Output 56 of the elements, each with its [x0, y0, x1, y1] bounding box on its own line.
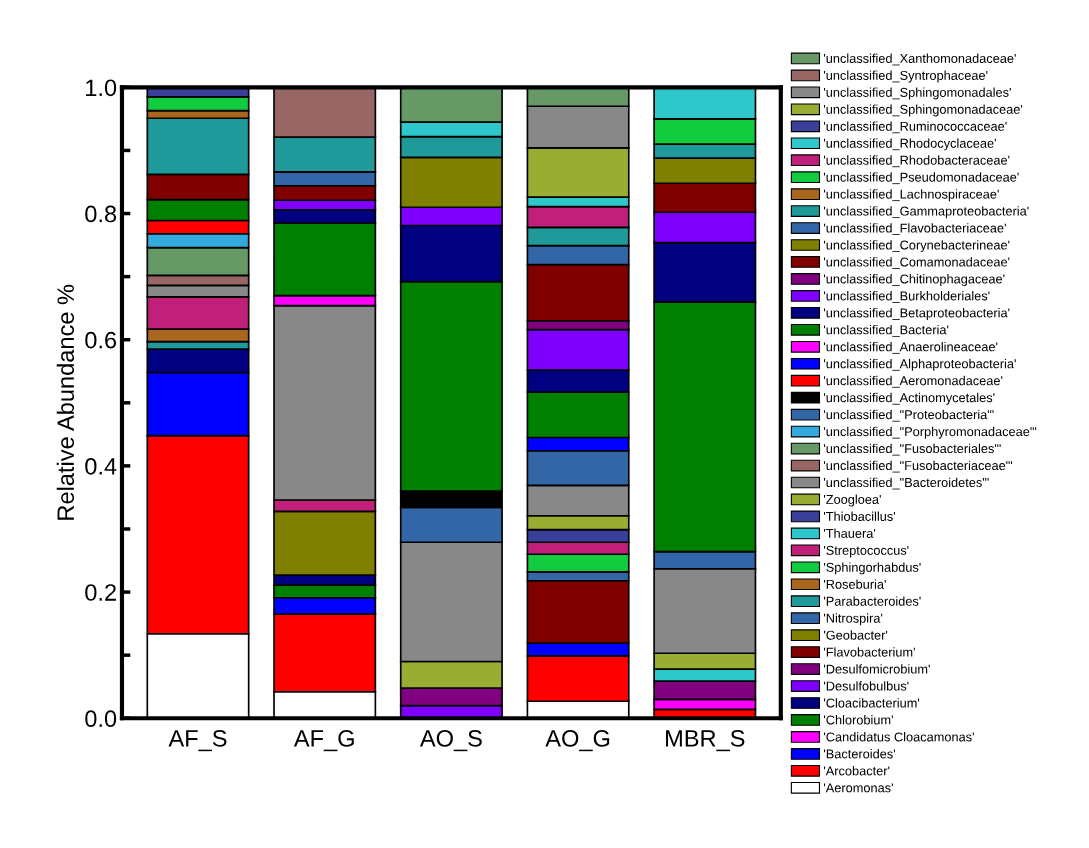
legend-label: 'unclassified_Rhodocyclaceae' — [823, 138, 996, 151]
y-axis-title: Relative Abundance % — [56, 284, 75, 520]
legend-label: 'unclassified_Sphingomonadaceae' — [823, 104, 1023, 117]
legend-label: 'unclassified_Chitinophagaceae' — [823, 274, 1005, 286]
legend-label: 'Nitrospira' — [823, 613, 883, 626]
y-tick-label: 1.0 — [86, 79, 117, 97]
x-tick-label: AO_G — [545, 729, 610, 752]
legend-label: 'Zoogloea' — [823, 494, 881, 507]
legend-label: 'Thiobacillus' — [823, 511, 896, 521]
legend-label: 'unclassified_Rhodobacteraceae' — [823, 155, 1010, 168]
legend-label: 'unclassified_"Bacteroidetes"' — [823, 477, 989, 490]
legend-label: 'unclassified_"Proteobacteria"' — [823, 409, 994, 422]
legend-label: 'unclassified_Flavobacteriaceae' — [823, 223, 1006, 235]
legend-label: 'unclassified_Alphaproteobacteria' — [823, 358, 1016, 371]
y-tick-label: 0.0 — [85, 710, 117, 728]
legend-label: 'unclassified_Gammaproteobacteria' — [823, 206, 1029, 219]
legend-label: 'Parabacteroides' — [823, 596, 921, 606]
legend-label: 'Chlorobium' — [823, 715, 893, 725]
legend-label: 'unclassified_Lachnospiraceae' — [823, 189, 999, 202]
y-tick-label: 0.6 — [85, 331, 117, 349]
legend-label: 'unclassified_Corynebacterineae' — [823, 240, 1010, 253]
x-tick-label: MBR_S — [666, 729, 745, 752]
legend-label: 'Desulfobulbus' — [823, 681, 909, 691]
legend-label: 'Sphingorhabdus' — [823, 562, 921, 575]
legend-label: 'unclassified_Sphingomonadales' — [823, 87, 1011, 100]
legend-label: 'Candidatus Cloacamonas' — [823, 732, 974, 742]
legend-label: 'unclassified_"Porphyromonadaceae"' — [823, 426, 1037, 439]
legend-label: 'unclassified_Comamonadaceae' — [823, 257, 1010, 269]
legend-label: 'Thauera' — [823, 528, 876, 538]
legend-label: 'Aeromonas' — [823, 783, 893, 793]
x-tick-label: AO_S — [419, 729, 482, 752]
legend-label: 'Roseburia' — [823, 579, 886, 589]
legend-label: 'unclassified_Xanthomonadaceae' — [823, 53, 1016, 66]
legend-label: 'unclassified_Pseudomonadaceae' — [823, 172, 1019, 185]
legend-label: 'unclassified_Anaerolineaceae' — [823, 341, 998, 354]
legend-label: 'unclassified_Burkholderiales' — [823, 291, 990, 303]
legend-label: 'Arcobacter' — [823, 766, 890, 776]
legend-label: 'unclassified_"Fusobacteriales"' — [823, 443, 1001, 456]
y-tick-label: 0.4 — [85, 457, 117, 475]
legend-label: 'unclassified_Syntrophaceae' — [823, 70, 988, 83]
legend-label: 'Streptococcus' — [823, 545, 909, 558]
legend-label: 'unclassified_Aeromonadaceae' — [823, 375, 1003, 388]
legend-label: 'Cloacibacterium' — [823, 698, 920, 708]
legend-label: 'unclassified_Betaproteobacteria' — [823, 308, 1010, 320]
x-tick-label: AF_S — [168, 729, 227, 752]
legend-label: 'Bacteroides' — [823, 749, 896, 759]
legend-label: 'unclassified_Bacteria' — [823, 324, 949, 337]
legend-label: 'unclassified_Actinomycetales' — [823, 392, 995, 405]
y-tick-label: 0.2 — [85, 584, 116, 601]
x-tick-label: AF_G — [293, 729, 354, 752]
legend-label: 'unclassified_"Fusobacteriaceae"' — [823, 460, 1013, 473]
legend-label: 'Flavobacterium' — [823, 647, 915, 657]
y-tick-label: 0.8 — [85, 205, 117, 223]
legend-label: 'Geobacter' — [823, 630, 888, 640]
legend-label: 'unclassified_Ruminococcaceae' — [823, 121, 1007, 134]
legend-label: 'Desulfomicrobium' — [823, 664, 930, 674]
